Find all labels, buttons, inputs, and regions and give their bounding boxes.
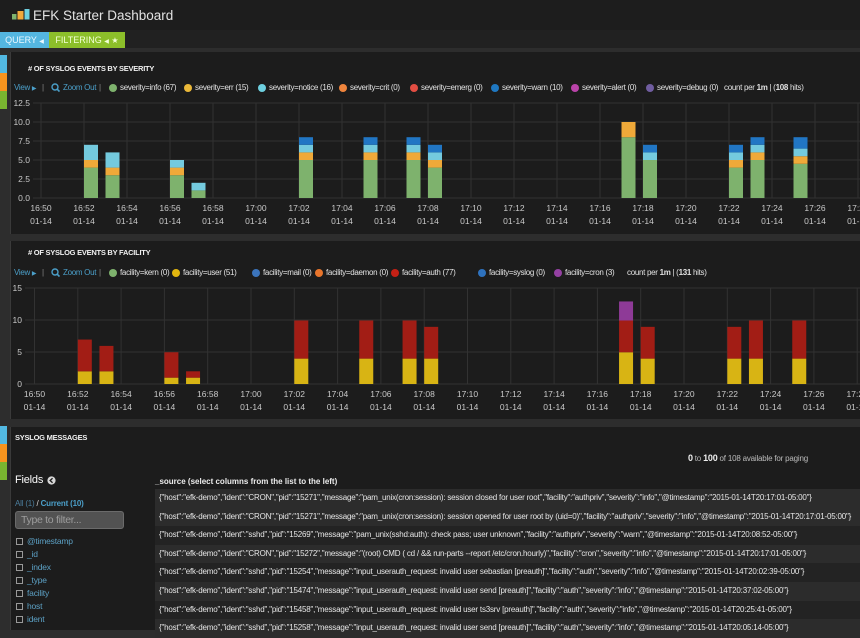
svg-text:01-14: 01-14 <box>24 402 46 412</box>
svg-text:01-14: 01-14 <box>460 216 482 226</box>
svg-text:01-14: 01-14 <box>116 216 138 226</box>
svg-text:17:26: 17:26 <box>803 389 825 399</box>
svg-text:17:28: 17:28 <box>847 203 860 213</box>
svg-text:5.0: 5.0 <box>18 155 30 165</box>
svg-text:17:20: 17:20 <box>673 389 695 399</box>
svg-text:01-14: 01-14 <box>159 216 181 226</box>
svg-text:17:12: 17:12 <box>500 389 522 399</box>
svg-text:2.5: 2.5 <box>18 174 30 184</box>
svg-text:17:08: 17:08 <box>417 203 439 213</box>
svg-text:16:58: 16:58 <box>202 203 224 213</box>
svg-text:17:24: 17:24 <box>761 203 783 213</box>
svg-text:16:52: 16:52 <box>73 203 95 213</box>
svg-text:01-14: 01-14 <box>673 402 695 412</box>
svg-text:17:06: 17:06 <box>374 203 396 213</box>
svg-text:10.0: 10.0 <box>13 117 30 127</box>
svg-text:17:10: 17:10 <box>460 203 482 213</box>
svg-text:01-14: 01-14 <box>30 216 52 226</box>
svg-text:01-14: 01-14 <box>110 402 132 412</box>
svg-text:17:26: 17:26 <box>804 203 826 213</box>
svg-text:01-14: 01-14 <box>202 216 224 226</box>
svg-text:01-14: 01-14 <box>154 402 176 412</box>
svg-text:17:16: 17:16 <box>589 203 611 213</box>
svg-text:16:50: 16:50 <box>30 203 52 213</box>
svg-text:01-14: 01-14 <box>197 402 219 412</box>
svg-text:01-14: 01-14 <box>718 216 740 226</box>
svg-text:01-14: 01-14 <box>804 216 826 226</box>
svg-text:01-14: 01-14 <box>240 402 262 412</box>
svg-text:17:18: 17:18 <box>632 203 654 213</box>
svg-text:01-14: 01-14 <box>846 402 860 412</box>
svg-text:01-14: 01-14 <box>374 216 396 226</box>
svg-text:17:24: 17:24 <box>760 389 782 399</box>
svg-text:5: 5 <box>17 347 22 357</box>
svg-text:12.5: 12.5 <box>13 98 30 108</box>
svg-text:17:14: 17:14 <box>546 203 568 213</box>
svg-text:01-14: 01-14 <box>589 216 611 226</box>
svg-text:17:12: 17:12 <box>503 203 525 213</box>
svg-text:01-14: 01-14 <box>67 402 89 412</box>
svg-text:0.0: 0.0 <box>18 193 30 203</box>
svg-text:01-14: 01-14 <box>327 402 349 412</box>
svg-text:01-14: 01-14 <box>413 402 435 412</box>
svg-text:17:22: 17:22 <box>718 203 740 213</box>
svg-text:16:52: 16:52 <box>67 389 89 399</box>
svg-text:01-14: 01-14 <box>73 216 95 226</box>
svg-text:16:56: 16:56 <box>154 389 176 399</box>
svg-text:17:00: 17:00 <box>245 203 267 213</box>
svg-text:17:22: 17:22 <box>717 389 739 399</box>
svg-text:16:50: 16:50 <box>24 389 46 399</box>
svg-text:01-14: 01-14 <box>675 216 697 226</box>
svg-text:17:02: 17:02 <box>288 203 310 213</box>
svg-text:17:20: 17:20 <box>675 203 697 213</box>
svg-text:17:16: 17:16 <box>587 389 609 399</box>
svg-text:17:18: 17:18 <box>630 389 652 399</box>
svg-text:7.5: 7.5 <box>18 136 30 146</box>
svg-text:0: 0 <box>17 379 22 389</box>
svg-text:01-14: 01-14 <box>417 216 439 226</box>
svg-text:17:02: 17:02 <box>284 389 306 399</box>
svg-text:01-14: 01-14 <box>716 402 738 412</box>
svg-text:17:04: 17:04 <box>327 389 349 399</box>
svg-text:17:28: 17:28 <box>847 389 860 399</box>
svg-text:01-14: 01-14 <box>331 216 353 226</box>
svg-text:17:08: 17:08 <box>414 389 436 399</box>
svg-text:01-14: 01-14 <box>543 402 565 412</box>
svg-text:01-14: 01-14 <box>803 402 825 412</box>
svg-text:17:06: 17:06 <box>370 389 392 399</box>
svg-text:01-14: 01-14 <box>245 216 267 226</box>
svg-text:17:14: 17:14 <box>543 389 565 399</box>
svg-text:17:10: 17:10 <box>457 389 479 399</box>
svg-text:01-14: 01-14 <box>457 402 479 412</box>
svg-text:16:54: 16:54 <box>110 389 132 399</box>
svg-text:01-14: 01-14 <box>761 216 783 226</box>
svg-text:01-14: 01-14 <box>283 402 305 412</box>
svg-text:15: 15 <box>13 283 23 293</box>
svg-text:01-14: 01-14 <box>500 402 522 412</box>
svg-text:01-14: 01-14 <box>847 216 860 226</box>
svg-text:16:54: 16:54 <box>116 203 138 213</box>
svg-text:17:04: 17:04 <box>331 203 353 213</box>
svg-text:16:56: 16:56 <box>159 203 181 213</box>
svg-text:10: 10 <box>13 315 23 325</box>
svg-text:01-14: 01-14 <box>760 402 782 412</box>
svg-text:16:58: 16:58 <box>197 389 219 399</box>
svg-text:01-14: 01-14 <box>370 402 392 412</box>
svg-text:01-14: 01-14 <box>288 216 310 226</box>
svg-text:01-14: 01-14 <box>632 216 654 226</box>
svg-text:17:00: 17:00 <box>240 389 262 399</box>
svg-text:01-14: 01-14 <box>587 402 609 412</box>
svg-text:01-14: 01-14 <box>630 402 652 412</box>
svg-text:01-14: 01-14 <box>503 216 525 226</box>
svg-text:01-14: 01-14 <box>546 216 568 226</box>
